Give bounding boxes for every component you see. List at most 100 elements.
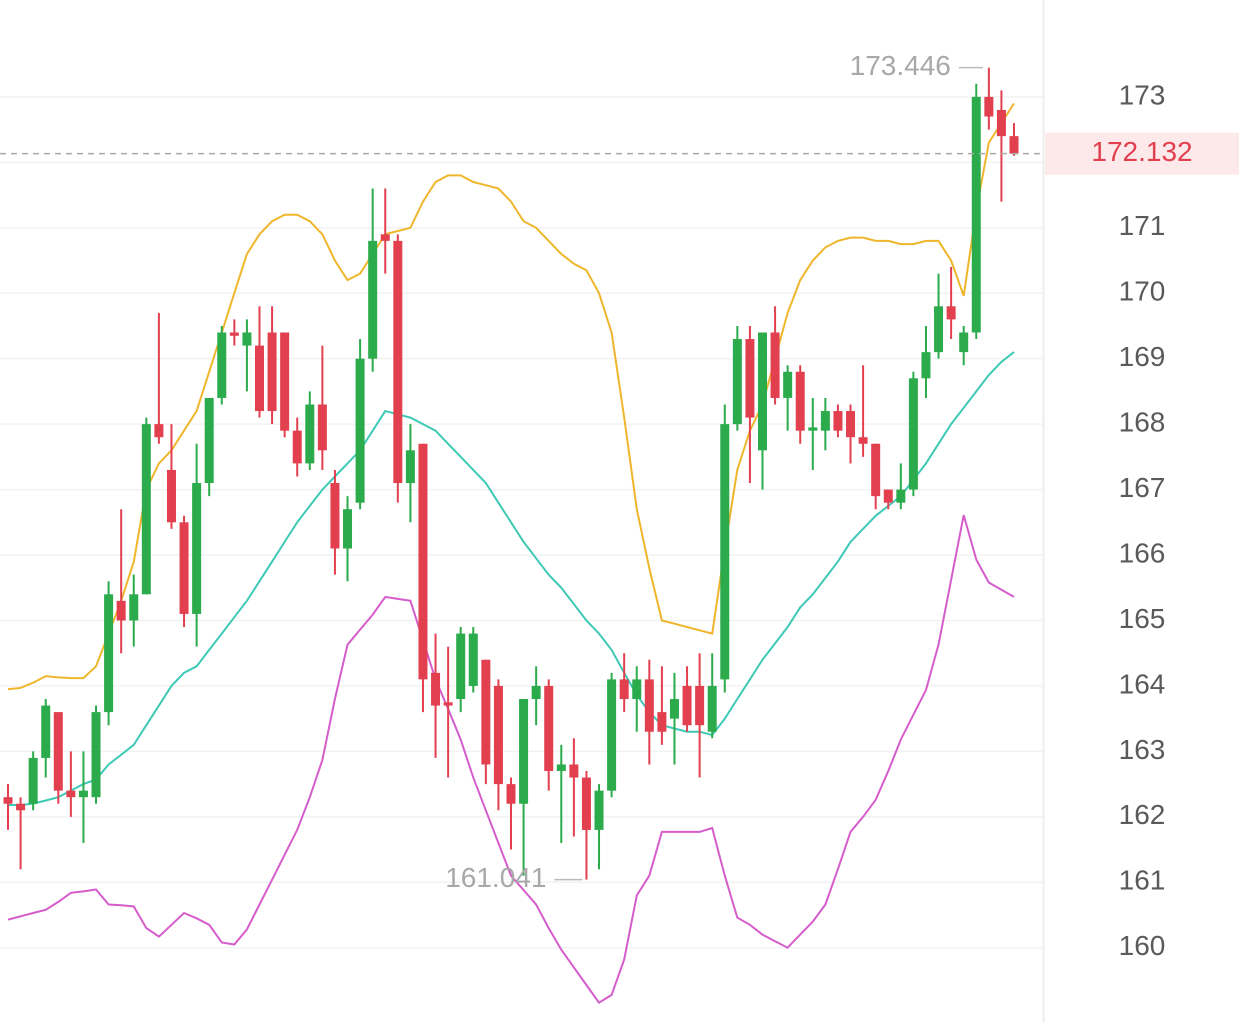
candle-body bbox=[317, 404, 327, 451]
candle-body bbox=[896, 489, 906, 503]
candle-body bbox=[669, 699, 679, 719]
candle-body bbox=[204, 397, 214, 484]
candle-body bbox=[166, 469, 176, 523]
candle-body bbox=[481, 659, 491, 765]
candle-body bbox=[129, 594, 139, 621]
candle-body bbox=[519, 699, 529, 804]
candle-body bbox=[544, 685, 554, 772]
last-price-badge bbox=[1045, 132, 1239, 175]
band-line bbox=[8, 351, 1015, 806]
candle-body bbox=[745, 339, 755, 418]
candle-body bbox=[644, 679, 654, 732]
candle-body bbox=[330, 483, 340, 549]
candle-body bbox=[581, 777, 591, 830]
low-label: 161.041 bbox=[445, 862, 546, 893]
candle-body bbox=[66, 790, 76, 798]
candle-body bbox=[996, 109, 1006, 137]
candle-body bbox=[619, 679, 629, 700]
band-line bbox=[7, 514, 1015, 1005]
band-line bbox=[7, 102, 1015, 691]
candle-body bbox=[267, 332, 277, 412]
candle-body bbox=[217, 332, 227, 398]
high-label: 173.446 bbox=[850, 50, 951, 81]
candle-body bbox=[343, 509, 353, 549]
candle-body bbox=[682, 685, 692, 726]
candle-body bbox=[292, 430, 302, 464]
candle-body bbox=[229, 332, 239, 336]
candle-body bbox=[506, 784, 516, 804]
candle-body bbox=[242, 332, 252, 346]
y-tick-label: 165 bbox=[1119, 603, 1166, 634]
candle-body bbox=[16, 803, 26, 811]
candle-body bbox=[3, 797, 13, 804]
candle-body bbox=[720, 424, 730, 680]
y-tick-label: 171 bbox=[1119, 210, 1166, 241]
candle-body bbox=[368, 240, 378, 359]
candle-body bbox=[1009, 136, 1019, 154]
candle-body bbox=[456, 633, 466, 700]
candle-body bbox=[820, 411, 830, 431]
candle-body bbox=[732, 339, 742, 425]
candle-body bbox=[657, 712, 667, 732]
candle-body bbox=[833, 411, 843, 431]
candle-body bbox=[104, 594, 114, 713]
candle-body bbox=[758, 332, 767, 451]
candle-body bbox=[305, 404, 315, 464]
candle-body bbox=[783, 371, 793, 398]
y-tick-label: 163 bbox=[1119, 734, 1166, 765]
y-tick-label: 168 bbox=[1119, 407, 1166, 438]
candle-body bbox=[41, 705, 51, 758]
y-tick-label: 167 bbox=[1119, 472, 1166, 503]
candle-body bbox=[493, 685, 503, 785]
candle-body bbox=[192, 483, 202, 614]
candle-body bbox=[141, 424, 151, 595]
candle-body bbox=[908, 378, 918, 490]
candle-body bbox=[468, 633, 478, 686]
y-tick-label: 161 bbox=[1119, 865, 1166, 896]
candle-body bbox=[179, 522, 189, 614]
candle-body bbox=[594, 790, 604, 830]
candle-body bbox=[871, 443, 881, 497]
candle-body bbox=[946, 306, 956, 320]
candle-body bbox=[858, 437, 868, 444]
candle-body bbox=[921, 352, 931, 379]
candle-body bbox=[846, 411, 856, 438]
y-tick-label: 164 bbox=[1119, 668, 1166, 699]
candle-body bbox=[405, 450, 415, 484]
candle-body bbox=[959, 332, 969, 353]
candle-body bbox=[443, 702, 453, 706]
candle-body bbox=[883, 489, 893, 503]
candle-body bbox=[695, 685, 705, 726]
candle-body bbox=[431, 672, 441, 706]
candle-body bbox=[116, 600, 126, 621]
candle-body bbox=[984, 96, 994, 117]
candle-body bbox=[418, 443, 428, 680]
candle-body bbox=[91, 712, 101, 798]
candle-body bbox=[28, 757, 38, 804]
y-tick-label: 160 bbox=[1119, 930, 1166, 961]
y-tick-label: 162 bbox=[1119, 799, 1166, 830]
candle-body bbox=[380, 234, 390, 241]
last-price-label: 172.132 bbox=[1091, 136, 1192, 167]
candle-body bbox=[53, 712, 63, 791]
y-tick-label: 166 bbox=[1119, 537, 1166, 568]
candle-body bbox=[154, 424, 164, 438]
y-tick-label: 169 bbox=[1119, 341, 1166, 372]
y-tick-label: 170 bbox=[1119, 276, 1166, 307]
candle-body bbox=[556, 764, 566, 772]
candle-body bbox=[632, 679, 642, 700]
candle-body bbox=[795, 371, 805, 431]
candle-body bbox=[971, 96, 981, 333]
candle-body bbox=[393, 240, 403, 484]
candle-body bbox=[355, 358, 365, 503]
candle-body bbox=[255, 345, 264, 412]
candle-body bbox=[808, 427, 818, 431]
candle-body bbox=[569, 764, 579, 778]
candle-body bbox=[934, 306, 944, 353]
candle-body bbox=[280, 332, 290, 431]
candle-body bbox=[607, 679, 617, 791]
candle-body bbox=[770, 332, 780, 398]
candle-body bbox=[78, 790, 88, 798]
